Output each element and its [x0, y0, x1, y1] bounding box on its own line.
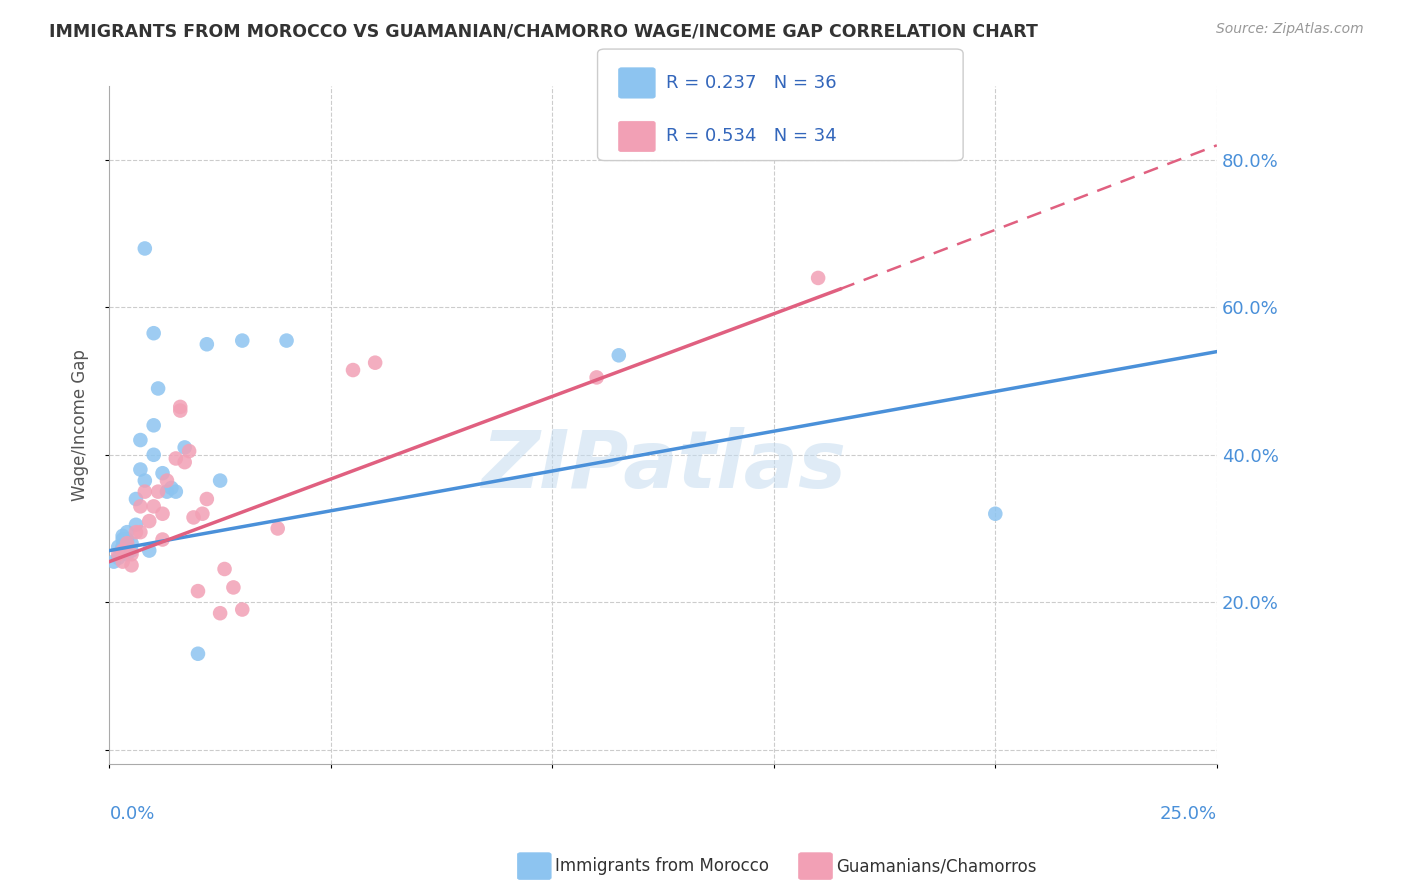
Point	[214, 562, 236, 576]
Point	[183, 510, 205, 524]
Text: 25.0%: 25.0%	[1160, 805, 1216, 823]
Point	[231, 602, 253, 616]
Point	[209, 474, 232, 488]
Point	[222, 581, 245, 595]
Point	[807, 271, 830, 285]
Point	[165, 484, 187, 499]
Point	[111, 555, 134, 569]
Point	[152, 467, 174, 481]
Point	[152, 507, 174, 521]
Point	[115, 533, 138, 547]
Point	[134, 242, 156, 256]
Y-axis label: Wage/Income Gap: Wage/Income Gap	[72, 350, 89, 501]
Point	[585, 370, 607, 384]
Text: Guamanians/Chamorros: Guamanians/Chamorros	[837, 857, 1038, 875]
Point	[115, 525, 138, 540]
Point	[129, 462, 152, 476]
Point	[160, 481, 183, 495]
Point	[115, 547, 138, 561]
Point	[607, 348, 630, 362]
Text: Immigrants from Morocco: Immigrants from Morocco	[555, 857, 769, 875]
Point	[111, 540, 134, 554]
Point	[134, 474, 156, 488]
Point	[129, 433, 152, 447]
Point	[125, 525, 148, 540]
Point	[156, 474, 179, 488]
Point	[984, 507, 1007, 521]
Point	[195, 491, 218, 506]
Point	[267, 521, 290, 535]
Point	[342, 363, 364, 377]
Point	[231, 334, 253, 348]
Point	[121, 558, 143, 573]
Text: IMMIGRANTS FROM MOROCCO VS GUAMANIAN/CHAMORRO WAGE/INCOME GAP CORRELATION CHART: IMMIGRANTS FROM MOROCCO VS GUAMANIAN/CHA…	[49, 22, 1038, 40]
Point	[121, 547, 143, 561]
Point	[107, 547, 129, 561]
Point	[169, 400, 191, 414]
Point	[142, 326, 165, 341]
Point	[146, 484, 169, 499]
Point	[111, 543, 134, 558]
Point	[107, 551, 129, 566]
Point	[138, 514, 160, 528]
Point	[129, 500, 152, 514]
Point	[191, 507, 214, 521]
Point	[179, 444, 201, 458]
Point	[173, 441, 195, 455]
Point	[187, 584, 209, 599]
Text: Source: ZipAtlas.com: Source: ZipAtlas.com	[1216, 22, 1364, 37]
Point	[276, 334, 298, 348]
Point	[165, 451, 187, 466]
Text: ZIPatlas: ZIPatlas	[481, 427, 845, 505]
Point	[115, 543, 138, 558]
Point	[152, 533, 174, 547]
Point	[129, 525, 152, 540]
Point	[121, 543, 143, 558]
Point	[115, 536, 138, 550]
Point	[142, 418, 165, 433]
Point	[142, 500, 165, 514]
Point	[134, 484, 156, 499]
Point	[111, 533, 134, 547]
Text: 0.0%: 0.0%	[110, 805, 155, 823]
Point	[138, 543, 160, 558]
Point	[103, 555, 125, 569]
Point	[111, 540, 134, 554]
Point	[169, 403, 191, 417]
Point	[125, 491, 148, 506]
Point	[121, 536, 143, 550]
Point	[156, 484, 179, 499]
Point	[187, 647, 209, 661]
Point	[209, 606, 232, 620]
Text: R = 0.237   N = 36: R = 0.237 N = 36	[666, 74, 837, 92]
Point	[142, 448, 165, 462]
Point	[146, 382, 169, 396]
Point	[364, 356, 387, 370]
Point	[111, 529, 134, 543]
Point	[195, 337, 218, 351]
Text: R = 0.534   N = 34: R = 0.534 N = 34	[666, 128, 837, 145]
Point	[125, 517, 148, 532]
Point	[107, 540, 129, 554]
Point	[173, 455, 195, 469]
